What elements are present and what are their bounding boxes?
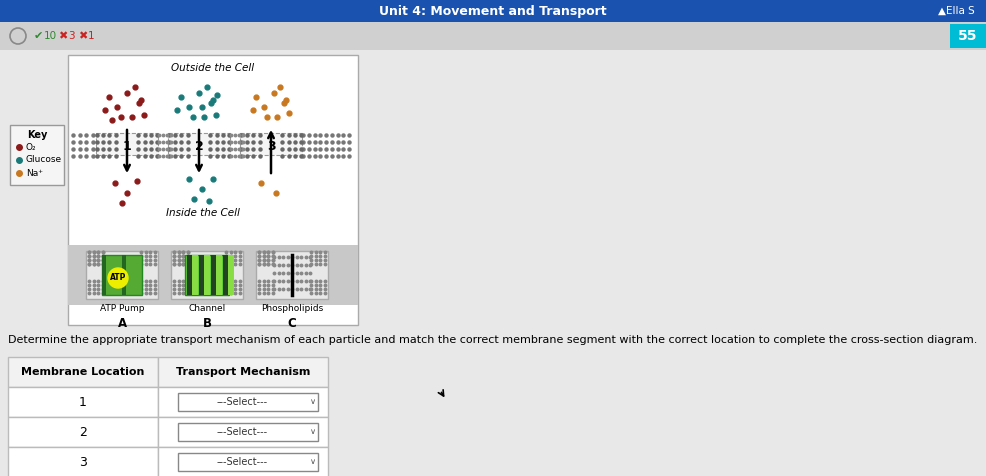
Bar — [68, 55, 358, 325]
Text: Na⁺: Na⁺ — [26, 169, 43, 178]
Bar — [178, 393, 318, 411]
Circle shape — [108, 268, 128, 288]
Text: ∨: ∨ — [310, 397, 317, 407]
Bar — [8, 447, 158, 476]
Bar — [171, 251, 243, 299]
Bar — [211, 255, 216, 295]
Bar — [8, 387, 158, 417]
Text: 1: 1 — [88, 31, 95, 41]
Bar — [192, 255, 198, 295]
Text: C: C — [288, 317, 297, 330]
Bar — [158, 357, 328, 387]
Bar — [102, 255, 106, 295]
Text: ∨: ∨ — [310, 457, 317, 466]
Text: 2: 2 — [194, 140, 203, 153]
Text: Determine the appropriate transport mechanism of each particle and match the cor: Determine the appropriate transport mech… — [8, 335, 977, 345]
Text: 2: 2 — [79, 426, 87, 438]
Bar — [96, 133, 158, 155]
Bar — [8, 357, 158, 387]
Text: 55: 55 — [958, 29, 978, 43]
Bar — [178, 423, 318, 441]
Bar — [168, 133, 230, 155]
Bar — [178, 453, 318, 471]
Bar — [187, 255, 192, 295]
Text: Membrane Location: Membrane Location — [22, 367, 145, 377]
Text: 3: 3 — [266, 140, 275, 153]
Bar — [86, 251, 158, 299]
Bar — [158, 417, 328, 447]
Bar — [204, 255, 210, 295]
Text: Glucose: Glucose — [26, 156, 62, 165]
Bar — [0, 0, 986, 22]
Text: Outside the Cell: Outside the Cell — [172, 63, 254, 73]
Text: ✖: ✖ — [58, 31, 67, 41]
Text: ATP Pump: ATP Pump — [100, 304, 144, 313]
Bar — [158, 447, 328, 476]
Text: Phospholipids: Phospholipids — [261, 304, 323, 313]
Text: O₂: O₂ — [26, 142, 36, 151]
Text: ATP: ATP — [109, 274, 126, 282]
Text: 1: 1 — [122, 140, 131, 153]
Text: Inside the Cell: Inside the Cell — [166, 208, 240, 218]
Bar — [216, 255, 222, 295]
Text: Unit 4: Movement and Transport: Unit 4: Movement and Transport — [380, 4, 606, 18]
Text: ▲Ella S: ▲Ella S — [939, 6, 975, 16]
Text: B: B — [202, 317, 212, 330]
Text: 3: 3 — [68, 31, 75, 41]
Bar — [0, 22, 986, 50]
Text: Key: Key — [27, 130, 47, 140]
Text: 1: 1 — [79, 396, 87, 408]
Text: ✖: ✖ — [78, 31, 88, 41]
Bar — [122, 255, 126, 295]
Bar — [240, 133, 302, 155]
Text: Transport Mechanism: Transport Mechanism — [176, 367, 311, 377]
Bar — [10, 125, 64, 185]
Bar — [199, 255, 204, 295]
Text: A: A — [117, 317, 126, 330]
Text: ---Select---: ---Select--- — [217, 427, 267, 437]
Bar — [158, 387, 328, 417]
Bar — [950, 24, 986, 48]
Text: ✔: ✔ — [34, 31, 43, 41]
Bar — [8, 417, 158, 447]
Text: ---Select---: ---Select--- — [217, 457, 267, 467]
Text: ∨: ∨ — [310, 427, 317, 436]
Text: 10: 10 — [44, 31, 57, 41]
Bar — [228, 255, 234, 295]
Text: Channel: Channel — [188, 304, 226, 313]
Bar — [256, 251, 328, 299]
Bar — [223, 255, 228, 295]
Bar — [68, 245, 358, 305]
Bar — [185, 255, 229, 295]
Bar — [102, 255, 142, 295]
Text: 3: 3 — [79, 456, 87, 468]
Text: ---Select---: ---Select--- — [217, 397, 267, 407]
